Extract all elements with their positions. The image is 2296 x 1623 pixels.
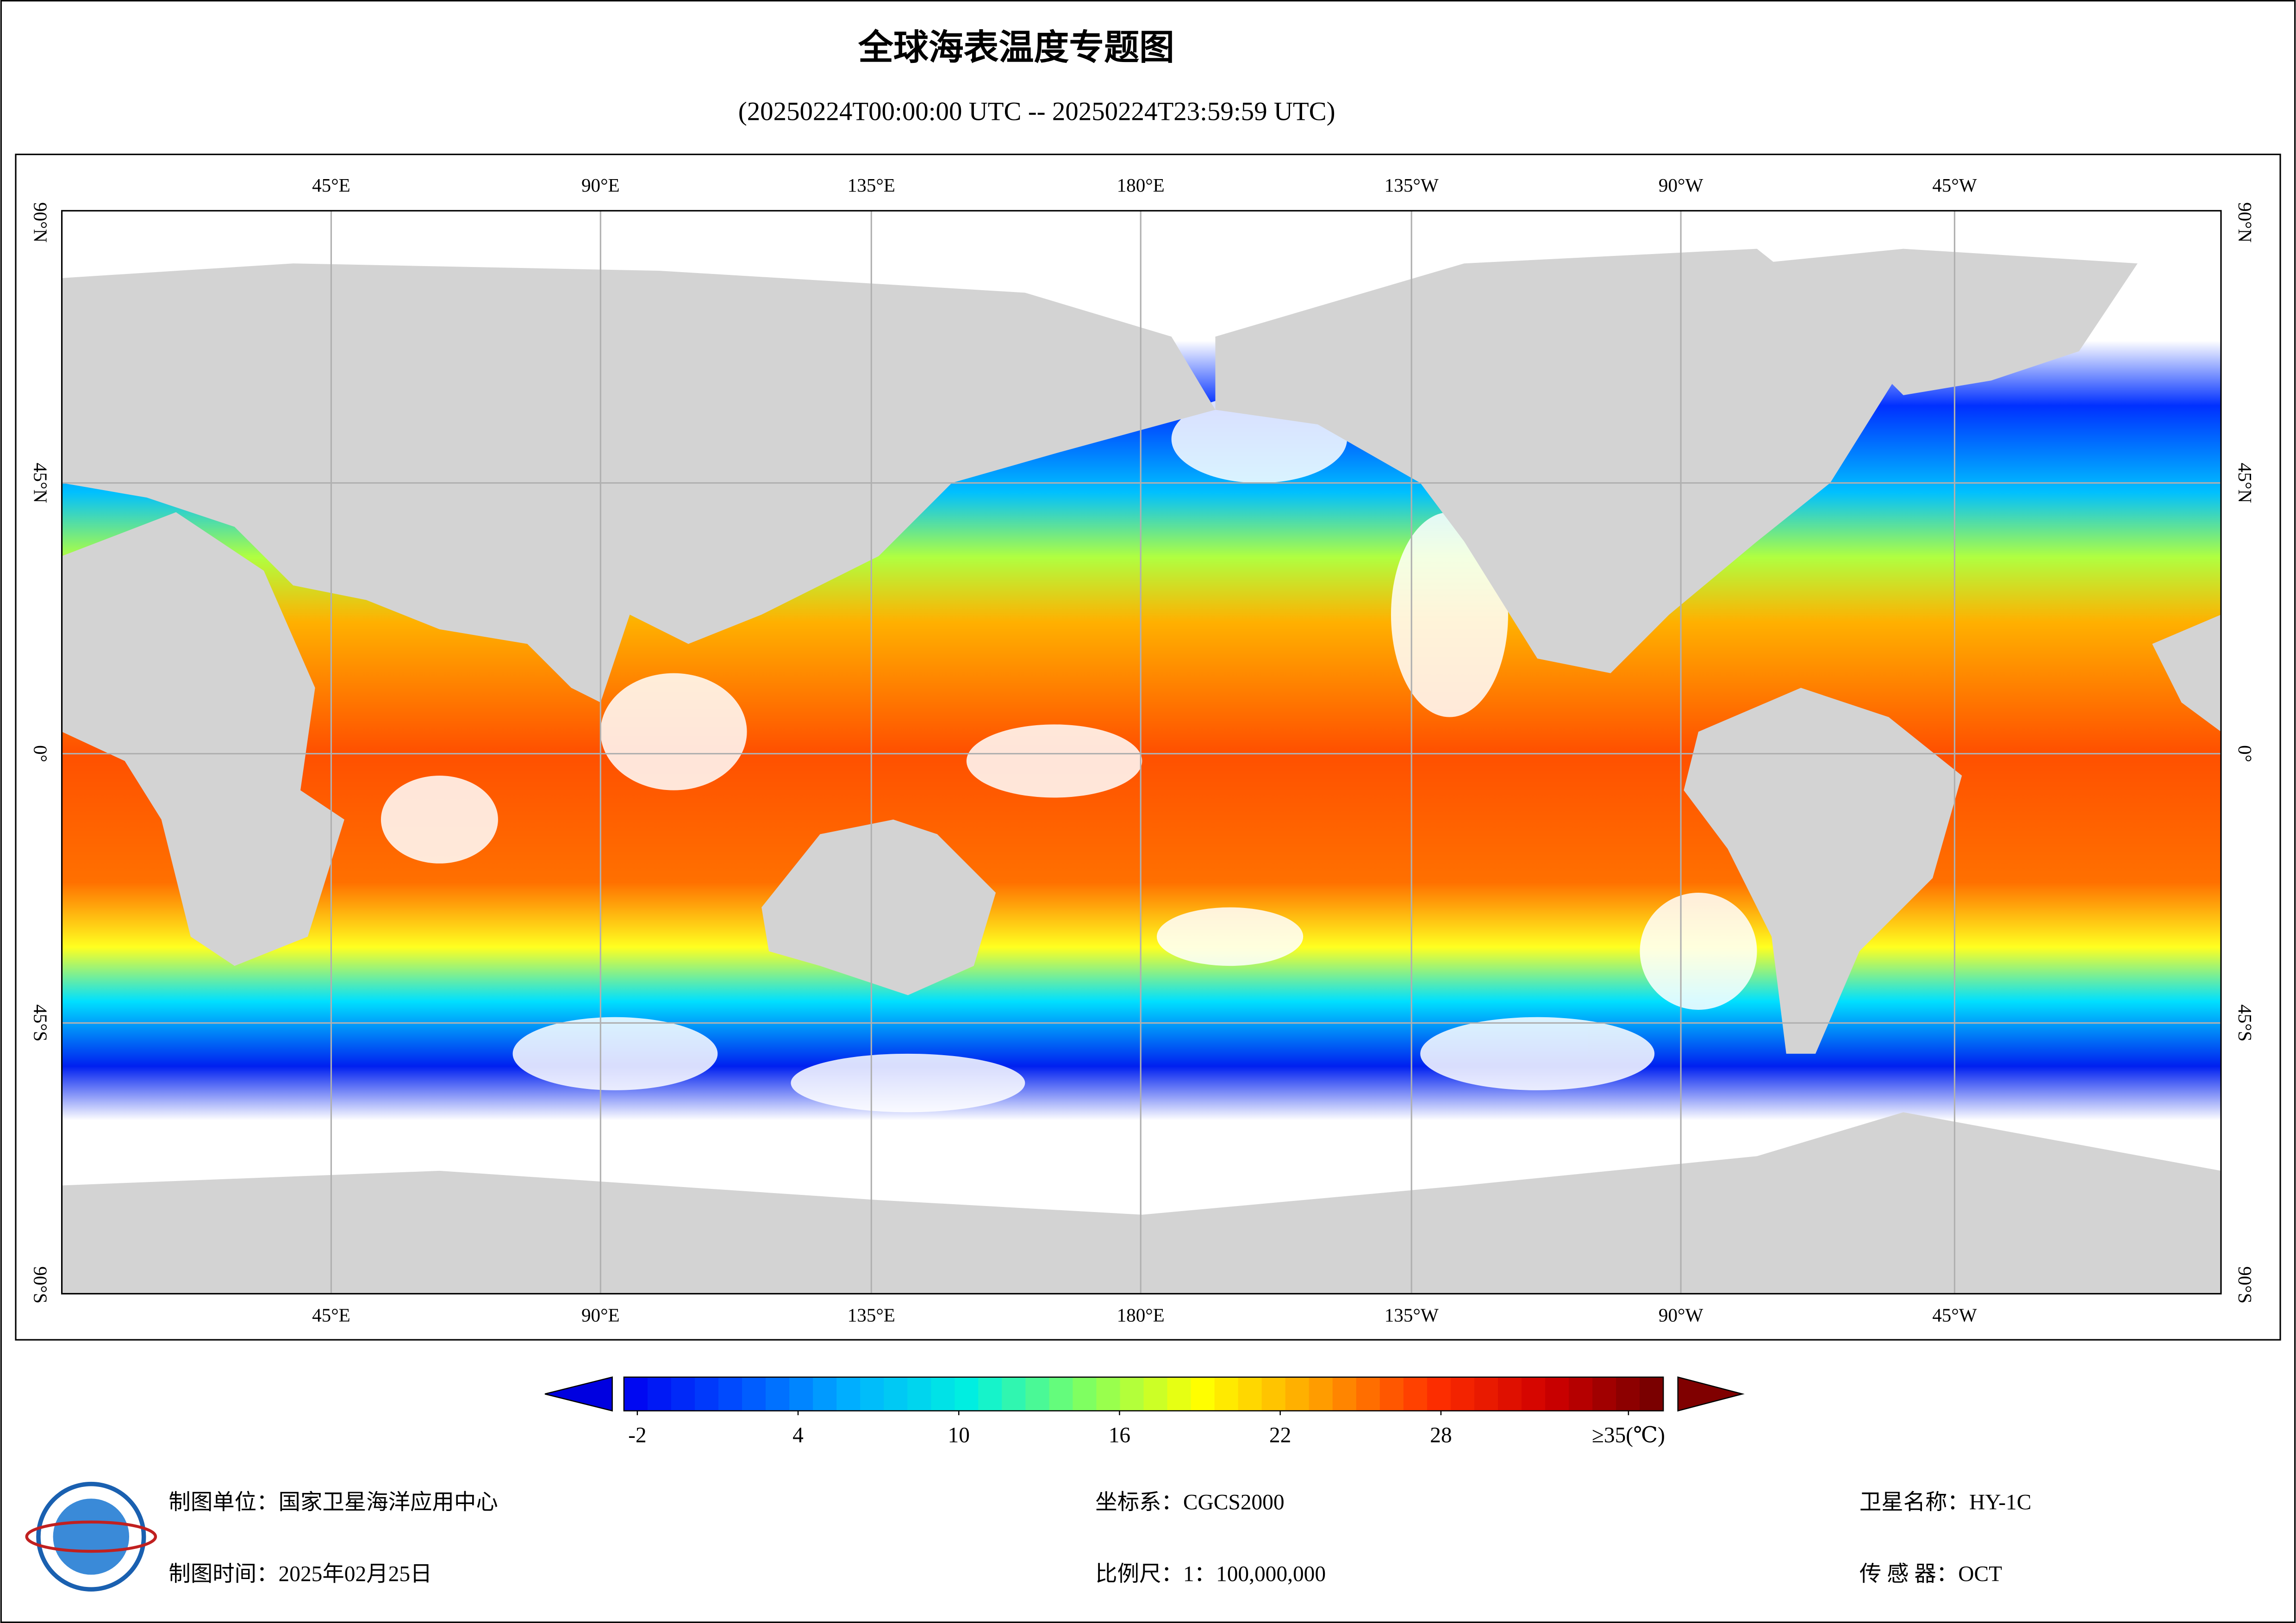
colorbar-cell: [1521, 1377, 1546, 1411]
colorbar-cell: [1238, 1377, 1262, 1411]
graticule: [62, 211, 2221, 1294]
colorbar-tick-label: -2: [628, 1423, 647, 1447]
colorbar-tick-label: 22: [1269, 1423, 1291, 1447]
lat-label: 90°S: [30, 1266, 51, 1303]
lon-label: 90°W: [1659, 174, 1703, 196]
footer-satellite: 卫星名称：HY-1C: [1859, 1491, 2031, 1515]
colorbar-tick-label: 4: [792, 1423, 804, 1447]
footer-unit: 制图单位：国家卫星海洋应用中心: [168, 1491, 498, 1515]
lon-label: 45°E: [312, 1305, 350, 1326]
colorbar-cell: [1143, 1377, 1168, 1411]
lat-label: 45°N: [2234, 463, 2256, 503]
lon-label: 180°E: [1117, 174, 1165, 196]
map-border: [61, 210, 2222, 1295]
colorbar-cell: [931, 1377, 955, 1411]
footer-date: 制图时间：2025年02月25日: [168, 1562, 432, 1586]
colorbar-cell: [1497, 1377, 1522, 1411]
colorbar-cell: [1002, 1377, 1026, 1411]
colorbar-under: [544, 1376, 613, 1412]
lon-labels: 45°E 45°E 90°E 90°E 135°E 135°E 180°E 180°E 135°…: [312, 174, 1977, 1325]
colorbar-cell: [1616, 1377, 1641, 1411]
lat-label: 45°N: [30, 463, 51, 503]
colorbar-cell: [836, 1377, 861, 1411]
colorbar-cell: [1545, 1377, 1569, 1411]
lat-label: 0°: [2234, 745, 2256, 762]
colorbar-cell: [1474, 1377, 1498, 1411]
colorbar-cell: [1403, 1377, 1428, 1411]
lon-label: 90°E: [581, 174, 620, 196]
lat-label: 90°N: [2234, 202, 2256, 243]
logo: [25, 1481, 157, 1592]
colorbar-tick-label: ≥35(℃): [1592, 1423, 1665, 1447]
colorbar-cell: [1592, 1377, 1617, 1411]
footer-sensor: 传 感 器：OCT: [1859, 1562, 2002, 1586]
colorbar-cell: [1049, 1377, 1073, 1411]
lon-label: 90°E: [581, 1305, 620, 1326]
colorbar-cell: [1332, 1377, 1357, 1411]
colorbar-cell: [1640, 1377, 1664, 1411]
colorbar-tick-label: 28: [1430, 1423, 1452, 1447]
colorbar-cell: [671, 1377, 695, 1411]
colorbar-cell: [1191, 1377, 1215, 1411]
colorbar-cell: [1427, 1377, 1451, 1411]
subtitle: (20250224T00:00:00 UTC -- 20250224T23:59…: [738, 97, 1335, 126]
colorbar-over: [1677, 1376, 1745, 1412]
colorbar-cell: [813, 1377, 837, 1411]
colorbar-cell: [1285, 1377, 1310, 1411]
colorbar-border: [623, 1376, 1664, 1412]
colorbar-cell: [694, 1377, 719, 1411]
colorbar-cell: [1096, 1377, 1121, 1411]
colorbar-cell: [1569, 1377, 1593, 1411]
colorbar-cell: [1167, 1377, 1192, 1411]
lon-label: 45°E: [312, 174, 350, 196]
colorbar-tick-label: 10: [948, 1423, 970, 1447]
lon-label: 90°W: [1659, 1305, 1703, 1326]
lat-label: 45°S: [2234, 1004, 2256, 1041]
colorbar-cell: [907, 1377, 932, 1411]
colorbar-cell: [742, 1377, 767, 1411]
lon-label: 135°W: [1385, 1305, 1439, 1326]
title: 全球海表温度专题图: [858, 27, 1174, 68]
lon-label: 135°E: [848, 1305, 895, 1326]
lon-label: 45°W: [1932, 174, 1977, 196]
map: [62, 211, 2221, 1294]
lat-label: 45°S: [30, 1004, 51, 1041]
lon-label: 45°W: [1932, 1305, 1977, 1326]
colorbar-cell: [718, 1377, 742, 1411]
colorbar-cell: [955, 1377, 979, 1411]
lat-labels: 90°N 90°N 45°N 45°N 0° 0° 45°S 45°S 90°S 90°S: [30, 202, 2256, 1304]
colorbar-cell: [789, 1377, 814, 1411]
colorbar-cell: [1073, 1377, 1097, 1411]
colorbar-cell: [860, 1377, 885, 1411]
colorbar-cell: [1356, 1377, 1380, 1411]
colorbar-cell: [978, 1377, 1003, 1411]
lon-label: 180°E: [1117, 1305, 1165, 1326]
colorbar: -2 4 10 16 22 28 ≥35(℃): [544, 1376, 1745, 1447]
colorbar-cell: [1450, 1377, 1475, 1411]
lat-label: 0°: [30, 745, 51, 762]
colorbar-cell: [1214, 1377, 1239, 1411]
lat-label: 90°S: [2234, 1266, 2256, 1303]
lon-label: 135°E: [848, 174, 895, 196]
lat-label: 90°N: [30, 202, 51, 243]
footer-scale: 比例尺：1：100,000,000: [1095, 1562, 1326, 1586]
colorbar-tick-label: 16: [1109, 1423, 1130, 1447]
lon-label: 135°W: [1385, 174, 1439, 196]
colorbar-cell: [884, 1377, 908, 1411]
colorbar-cell: [1261, 1377, 1286, 1411]
colorbar-cell: [1309, 1377, 1333, 1411]
cloud-gaps: [381, 395, 1757, 1113]
footer-crs: 坐标系：CGCS2000: [1095, 1491, 1284, 1515]
colorbar-cell: [1025, 1377, 1050, 1411]
colorbar-cell: [766, 1377, 790, 1411]
colorbar-cell: [647, 1377, 672, 1411]
colorbar-cell: [1379, 1377, 1404, 1411]
colorbar-cell: [624, 1377, 648, 1411]
map-frame: [15, 154, 2281, 1341]
colorbar-cell: [1120, 1377, 1144, 1411]
